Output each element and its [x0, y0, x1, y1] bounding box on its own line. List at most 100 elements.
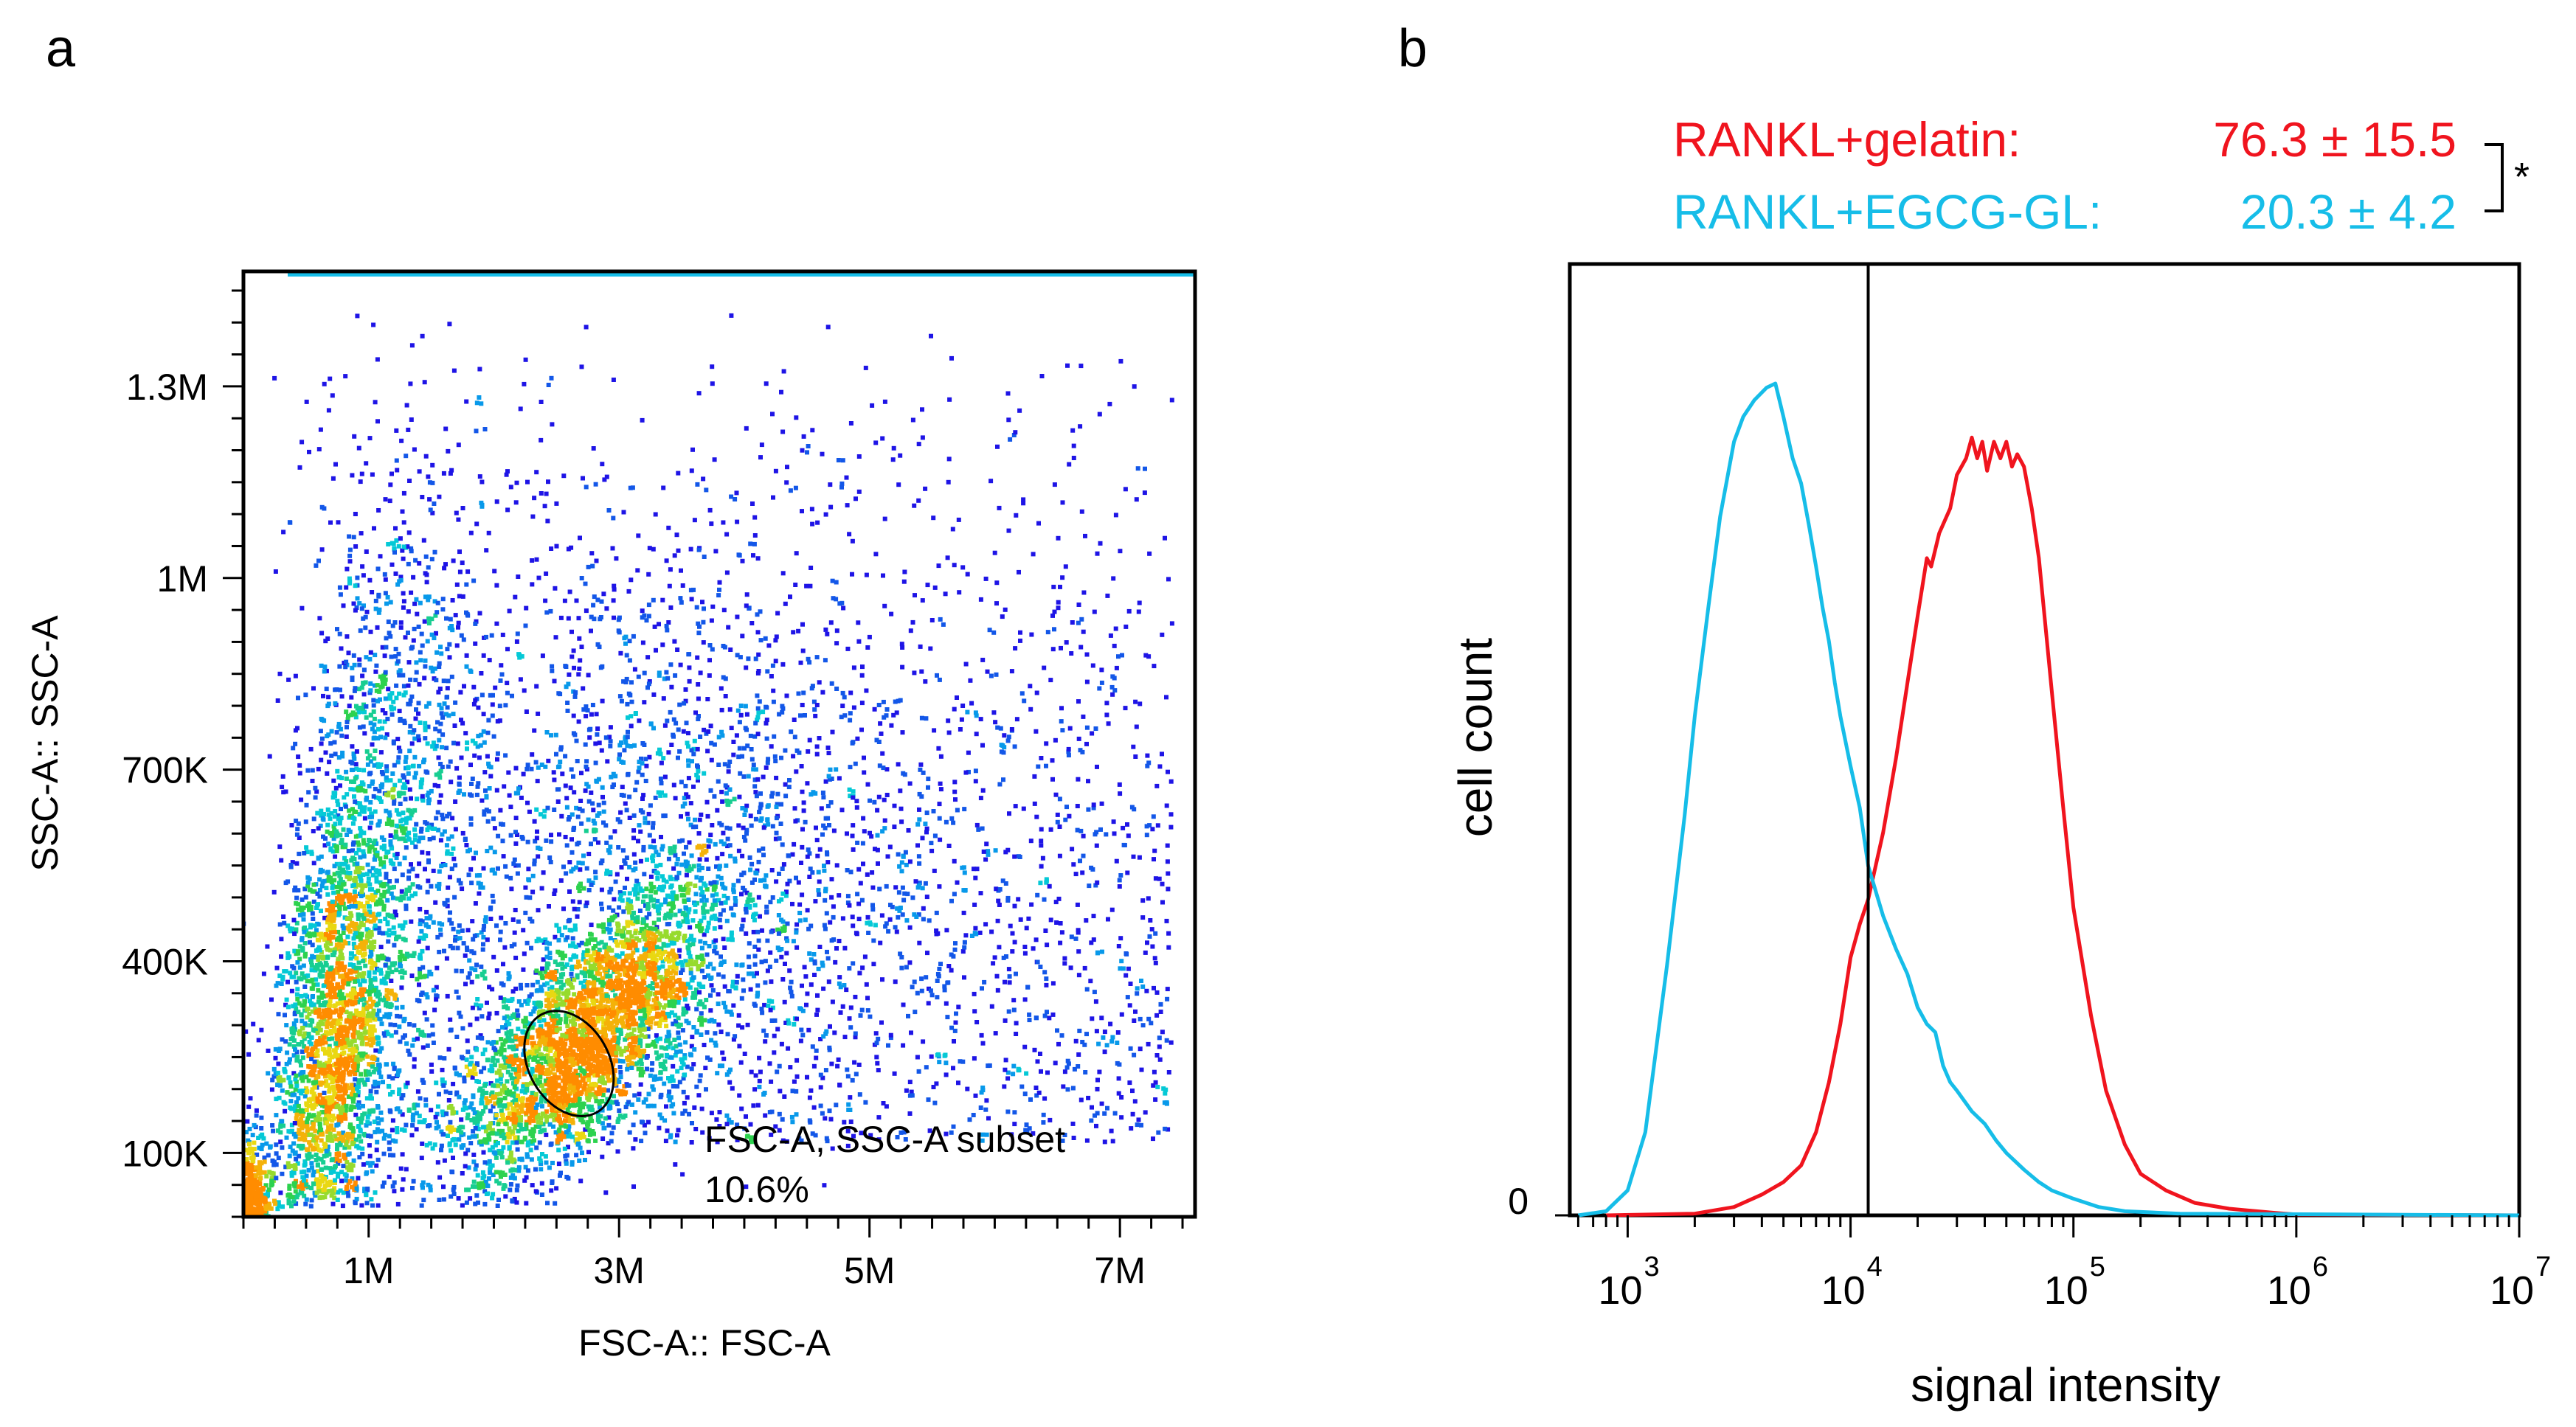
scatter-event	[889, 611, 894, 617]
scatter-event	[457, 594, 462, 599]
scatter-event	[931, 1085, 936, 1089]
scatter-event	[337, 1066, 342, 1071]
scatter-event	[937, 802, 942, 807]
scatter-event	[261, 1136, 266, 1141]
scatter-event	[977, 930, 983, 935]
scatter-event	[1080, 749, 1085, 754]
scatter-event	[375, 954, 381, 959]
scatter-event	[991, 961, 996, 966]
scatter-event	[326, 1114, 331, 1119]
scatter-event	[341, 1131, 346, 1135]
scatter-event	[845, 646, 851, 651]
scatter-event	[1118, 966, 1123, 971]
scatter-event	[951, 820, 956, 825]
scatter-event	[1048, 678, 1053, 683]
scatter-event	[407, 729, 412, 735]
scatter-event	[336, 1058, 341, 1063]
scatter-event	[521, 771, 526, 777]
scatter-event	[1073, 936, 1078, 941]
scatter-event	[297, 1089, 302, 1094]
scatter-event	[1148, 918, 1153, 923]
scatter-event	[955, 880, 960, 885]
scatter-event	[280, 785, 285, 790]
scatter-event	[467, 971, 472, 976]
scatter-event	[535, 779, 540, 784]
scatter-event	[751, 767, 756, 772]
scatter-event	[784, 480, 789, 485]
scatter-event	[604, 474, 609, 479]
scatter-event	[1035, 1059, 1040, 1064]
scatter-event	[1050, 647, 1056, 652]
scatter-event	[327, 933, 332, 938]
scatter-event	[664, 670, 669, 675]
scatter-event	[956, 517, 961, 522]
scatter-event	[820, 791, 825, 795]
scatter-event	[938, 837, 943, 842]
scatter-event	[336, 896, 341, 901]
scatter-event	[349, 913, 354, 918]
scatter-event	[415, 873, 420, 878]
scatter-event	[390, 1118, 395, 1123]
scatter-event	[825, 804, 831, 808]
scatter-event	[688, 985, 693, 990]
scatter-event	[341, 869, 346, 875]
scatter-event	[460, 1055, 464, 1060]
scatter-event	[806, 1027, 811, 1032]
scatter-event	[333, 930, 338, 935]
scatter-event	[876, 794, 882, 799]
scatter-event	[741, 835, 747, 839]
scatter-event	[1084, 679, 1090, 684]
scatter-event	[351, 1129, 356, 1134]
scatter-event	[1044, 741, 1049, 746]
scatter-event	[454, 582, 460, 587]
scatter-event	[325, 704, 330, 709]
scatter-event	[848, 1119, 854, 1125]
scatter-event	[347, 1134, 351, 1139]
scatter-event	[340, 1114, 345, 1119]
scatter-event	[343, 889, 348, 894]
scatter-event	[418, 658, 423, 663]
scatter-event	[436, 755, 441, 760]
scatter-event	[294, 1058, 300, 1063]
scatter-event	[318, 1003, 323, 1007]
scatter-event	[727, 1117, 732, 1122]
scatter-event	[290, 1026, 295, 1031]
scatter-event	[453, 938, 457, 943]
scatter-event	[935, 673, 939, 678]
scatter-event	[361, 1020, 366, 1025]
scatter-event	[309, 959, 314, 964]
scatter-event	[429, 822, 434, 827]
scatter-event	[291, 974, 297, 979]
scatter-event	[292, 1092, 297, 1097]
scatter-event	[340, 1105, 345, 1110]
scatter-event	[323, 750, 328, 755]
scatter-event	[371, 703, 376, 708]
scatter-event	[321, 1160, 326, 1165]
scatter-event	[505, 690, 510, 695]
scatter-event	[575, 759, 580, 763]
scatter-event	[330, 849, 336, 854]
scatter-event	[992, 550, 997, 555]
scatter-event	[314, 1080, 319, 1085]
scatter-event	[646, 572, 651, 577]
scatter-event	[438, 793, 443, 798]
scatter-event	[1109, 907, 1115, 912]
scatter-event	[777, 712, 782, 717]
scatter-event	[453, 799, 458, 804]
scatter-event	[1136, 1117, 1141, 1122]
scatter-event	[1050, 758, 1055, 763]
scatter-event	[496, 833, 501, 839]
scatter-event	[296, 907, 301, 912]
scatter-event	[373, 976, 377, 981]
scatter-event	[334, 849, 339, 853]
scatter-event	[357, 1134, 362, 1139]
scatter-event	[434, 985, 439, 990]
scatter-event	[1003, 1018, 1008, 1023]
scatter-event	[356, 1117, 361, 1121]
scatter-event	[401, 591, 406, 596]
scatter-event	[1066, 746, 1071, 751]
scatter-event	[449, 921, 454, 926]
scatter-event	[1165, 859, 1170, 864]
scatter-event	[759, 959, 764, 965]
scatter-event	[919, 715, 924, 721]
